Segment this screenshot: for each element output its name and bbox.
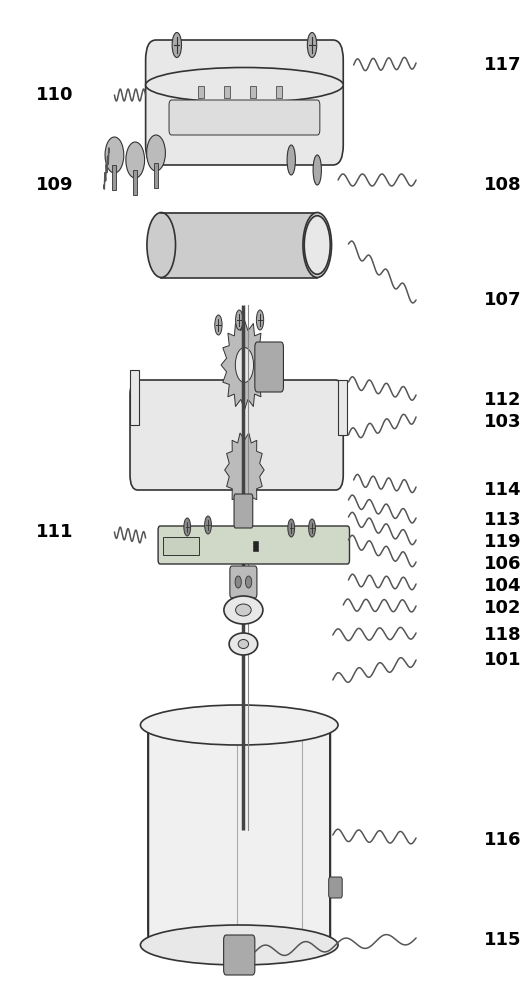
Bar [130,370,139,425]
Bar [198,86,204,98]
Circle shape [105,137,124,173]
Ellipse shape [140,705,338,745]
Ellipse shape [304,216,330,274]
Bar [276,86,282,98]
Circle shape [126,142,144,178]
FancyBboxPatch shape [145,40,343,165]
Text: 117: 117 [484,56,521,74]
FancyBboxPatch shape [158,526,350,564]
Polygon shape [225,433,264,507]
Ellipse shape [145,68,343,103]
Ellipse shape [229,633,258,655]
Ellipse shape [303,213,332,277]
Text: 118: 118 [484,626,521,644]
Text: 119: 119 [484,533,521,551]
Text: 107: 107 [484,291,521,309]
FancyBboxPatch shape [234,494,253,528]
FancyBboxPatch shape [148,725,330,945]
Text: 108: 108 [484,176,521,194]
Bar [112,165,116,190]
Text: 113: 113 [484,511,521,529]
FancyBboxPatch shape [130,380,343,490]
Ellipse shape [215,315,222,335]
Circle shape [235,576,241,588]
FancyBboxPatch shape [255,342,284,392]
Ellipse shape [140,925,338,965]
Circle shape [245,576,252,588]
FancyBboxPatch shape [224,935,255,975]
Bar [133,170,138,195]
Text: 106: 106 [484,555,521,573]
Ellipse shape [184,518,190,536]
FancyBboxPatch shape [230,566,257,598]
Ellipse shape [235,310,243,330]
Bar [163,537,199,555]
FancyBboxPatch shape [329,877,342,898]
Bar [154,163,158,188]
Ellipse shape [308,519,315,537]
Ellipse shape [205,516,212,534]
Ellipse shape [238,640,249,648]
Ellipse shape [147,213,176,277]
Circle shape [235,348,253,382]
Text: 115: 115 [484,931,521,949]
Ellipse shape [172,32,181,57]
Ellipse shape [288,519,295,537]
Ellipse shape [257,310,263,330]
Bar [250,86,256,98]
Ellipse shape [224,596,263,624]
Text: 102: 102 [484,599,521,617]
Text: 110: 110 [37,86,74,104]
FancyBboxPatch shape [169,100,320,135]
Bar [338,380,348,435]
Ellipse shape [313,155,322,185]
Text: 114: 114 [484,481,521,499]
Text: 101: 101 [484,651,521,669]
Text: 104: 104 [484,577,521,595]
Ellipse shape [307,32,317,57]
Circle shape [147,135,166,171]
Ellipse shape [287,145,295,175]
Text: 109: 109 [37,176,74,194]
Text: 116: 116 [484,831,521,849]
Bar [161,213,317,277]
Ellipse shape [235,604,251,616]
Bar [224,86,230,98]
Text: 112: 112 [484,391,521,409]
Text: 111: 111 [37,523,74,541]
Bar [253,541,258,551]
Polygon shape [221,320,268,410]
Text: 103: 103 [484,413,521,431]
